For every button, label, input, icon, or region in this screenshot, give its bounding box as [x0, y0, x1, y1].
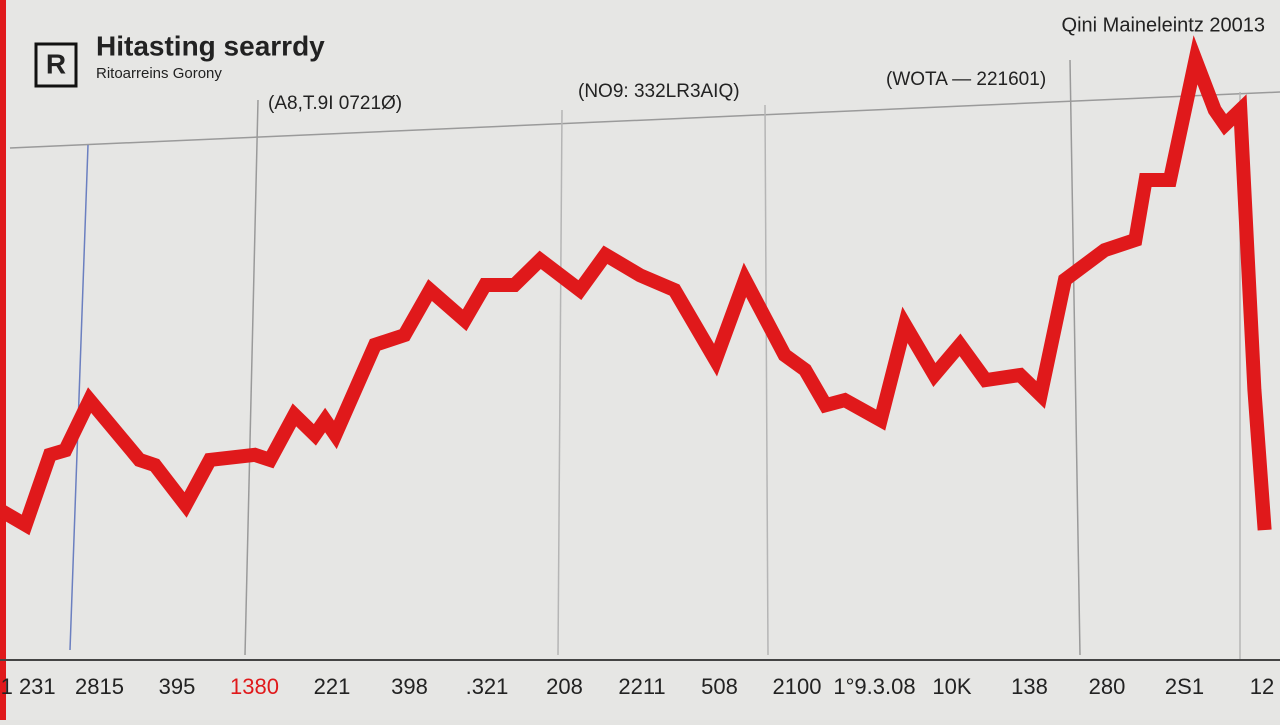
chart-subtitle: Ritoarreins Gorony — [96, 65, 222, 82]
data-line — [0, 35, 1272, 536]
x-tick-label: 1380 — [230, 674, 279, 699]
x-tick-label: 2S1 — [1165, 674, 1204, 699]
x-tick-label: .321 — [466, 674, 509, 699]
x-tick-label: 208 — [546, 674, 583, 699]
x-tick-label: 2815 — [75, 674, 124, 699]
annotation: (A8,T.9I 0721Ø) — [268, 93, 402, 114]
annotation: (WOTA — 221601) — [886, 69, 1046, 90]
x-tick-label: 508 — [701, 674, 738, 699]
x-tick-label: 12 — [1250, 674, 1274, 699]
logo — [34, 42, 78, 88]
x-tick-label: 1°9.3.08 — [833, 674, 915, 699]
x-tick-label: 2100 — [773, 674, 822, 699]
grid-line — [557, 109, 563, 656]
x-tick-label: 138 — [1011, 674, 1048, 699]
x-tick-label: 280 — [1089, 674, 1126, 699]
x-tick-label: 395 — [159, 674, 196, 699]
top-rule — [9, 91, 1280, 149]
logo-glyph: R — [46, 48, 66, 79]
x-tick-label: 10K — [932, 674, 971, 699]
x-tick-label: 21 231 — [0, 674, 56, 699]
chart-title: Hitasting searrdy — [96, 30, 325, 61]
x-tick-label: 2211 — [618, 674, 665, 699]
grid-line — [244, 99, 259, 656]
corner-text: Qini Maineleintz 20013 — [1062, 14, 1265, 36]
x-tick-label: 398 — [391, 674, 428, 699]
left-edge — [0, 0, 6, 720]
grid-line — [69, 144, 89, 651]
annotation: (NO9: 332LR3AIQ) — [578, 81, 740, 102]
grid-line — [1069, 59, 1081, 656]
x-tick-label: 221 — [314, 674, 351, 699]
grid-line — [764, 104, 769, 656]
